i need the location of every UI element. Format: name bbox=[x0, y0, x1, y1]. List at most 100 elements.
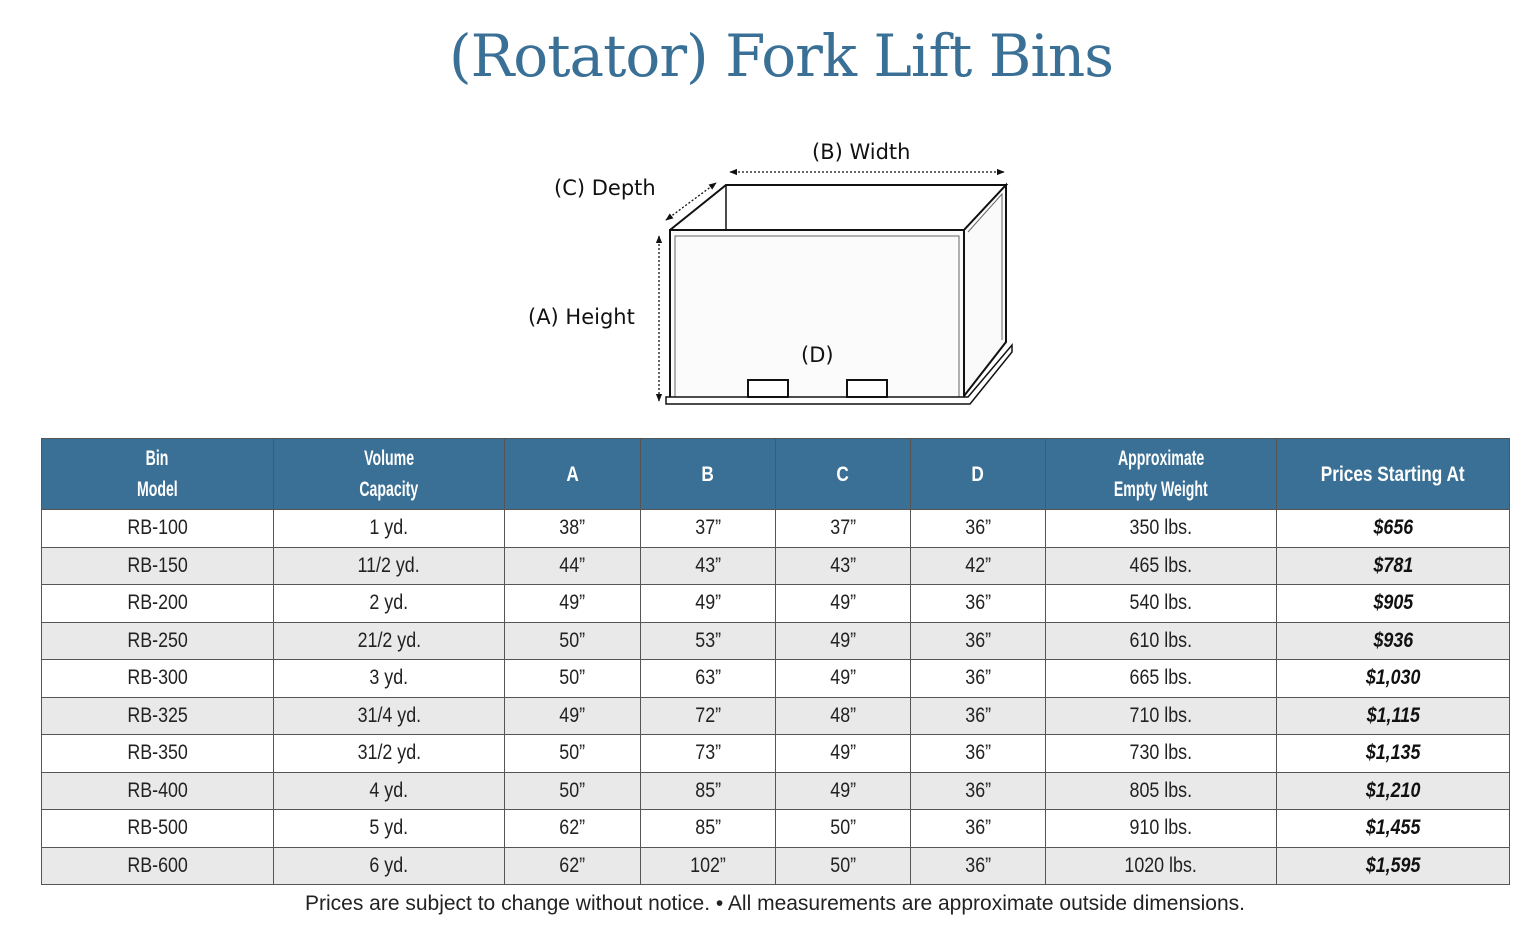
cell-d: 36” bbox=[910, 809, 1046, 848]
cell-model: RB-200 bbox=[41, 584, 274, 623]
cell-volume: 5 yd. bbox=[273, 809, 505, 848]
cell-weight: 1020 lbs. bbox=[1045, 846, 1277, 885]
cell-d: 36” bbox=[910, 584, 1046, 623]
cell-volume: 6 yd. bbox=[273, 846, 505, 885]
cell-d: 36” bbox=[910, 509, 1046, 548]
table-row: RB-200 2 yd. 49” 49” 49” 36” 540 lbs. $9… bbox=[41, 584, 1510, 623]
cell-model: RB-100 bbox=[41, 509, 274, 548]
cell-d: 36” bbox=[910, 659, 1046, 698]
cell-weight: 805 lbs. bbox=[1045, 771, 1277, 810]
cell-a: 62” bbox=[504, 809, 641, 848]
cell-a: 62” bbox=[504, 846, 641, 885]
cell-a: 50” bbox=[504, 771, 641, 810]
table-header-row: Bin Model Volume Capacity A B C D Approxim… bbox=[41, 438, 1510, 510]
cell-model: RB-600 bbox=[41, 846, 274, 885]
cell-price: $1,030 bbox=[1276, 659, 1510, 698]
header-b: B bbox=[640, 438, 776, 510]
cell-model: RB-150 bbox=[41, 546, 274, 585]
cell-weight: 910 lbs. bbox=[1045, 809, 1277, 848]
header-bin-model: Bin Model bbox=[41, 438, 274, 510]
cell-price: $1,115 bbox=[1276, 696, 1510, 735]
cell-b: 43” bbox=[640, 546, 776, 585]
cell-c: 49” bbox=[775, 734, 911, 773]
header-d: D bbox=[910, 438, 1046, 510]
cell-weight: 540 lbs. bbox=[1045, 584, 1277, 623]
cell-volume: 31/2 yd. bbox=[273, 734, 505, 773]
cell-price: $656 bbox=[1276, 509, 1510, 548]
cell-b: 63” bbox=[640, 659, 776, 698]
cell-weight: 350 lbs. bbox=[1045, 509, 1277, 548]
table-row: RB-600 6 yd. 62” 102” 50” 36” 1020 lbs. … bbox=[41, 846, 1510, 885]
table-row: RB-325 31/4 yd. 49” 72” 48” 36” 710 lbs.… bbox=[41, 696, 1510, 735]
cell-c: 49” bbox=[775, 584, 911, 623]
cell-weight: 730 lbs. bbox=[1045, 734, 1277, 773]
cell-b: 53” bbox=[640, 621, 776, 660]
cell-b: 37” bbox=[640, 509, 776, 548]
d-label: (D) bbox=[801, 343, 834, 367]
cell-price: $905 bbox=[1276, 584, 1510, 623]
cell-price: $1,455 bbox=[1276, 809, 1510, 848]
table-row: RB-500 5 yd. 62” 85” 50” 36” 910 lbs. $1… bbox=[41, 809, 1510, 848]
cell-a: 49” bbox=[504, 696, 641, 735]
cell-b: 49” bbox=[640, 584, 776, 623]
cell-c: 49” bbox=[775, 621, 911, 660]
cell-model: RB-250 bbox=[41, 621, 274, 660]
bin-specs-table: Bin Model Volume Capacity A B C D Approxim… bbox=[41, 438, 1510, 885]
footnote: Prices are subject to change without not… bbox=[304, 892, 1245, 915]
cell-d: 36” bbox=[910, 696, 1046, 735]
cell-volume: 1 yd. bbox=[273, 509, 505, 548]
cell-c: 48” bbox=[775, 696, 911, 735]
cell-a: 50” bbox=[504, 659, 641, 698]
cell-c: 37” bbox=[775, 509, 911, 548]
cell-d: 36” bbox=[910, 734, 1046, 773]
cell-model: RB-350 bbox=[41, 734, 274, 773]
cell-weight: 465 lbs. bbox=[1045, 546, 1277, 585]
cell-a: 50” bbox=[504, 621, 641, 660]
cell-price: $781 bbox=[1276, 546, 1510, 585]
table-row: RB-400 4 yd. 50” 85” 49” 36” 805 lbs. $1… bbox=[41, 771, 1510, 810]
cell-d: 42” bbox=[910, 546, 1046, 585]
cell-c: 49” bbox=[775, 771, 911, 810]
cell-c: 50” bbox=[775, 846, 911, 885]
table-row: RB-150 11/2 yd. 44” 43” 43” 42” 465 lbs.… bbox=[41, 546, 1510, 585]
cell-weight: 710 lbs. bbox=[1045, 696, 1277, 735]
cell-volume: 21/2 yd. bbox=[273, 621, 505, 660]
table-row: RB-100 1 yd. 38” 37” 37” 36” 350 lbs. $6… bbox=[41, 509, 1510, 548]
cell-a: 38” bbox=[504, 509, 641, 548]
height-label: (A) Height bbox=[528, 305, 635, 329]
cell-weight: 610 lbs. bbox=[1045, 621, 1277, 660]
cell-b: 85” bbox=[640, 809, 776, 848]
header-volume-capacity: Volume Capacity bbox=[273, 438, 505, 510]
cell-model: RB-300 bbox=[41, 659, 274, 698]
cell-d: 36” bbox=[910, 621, 1046, 660]
width-label: (B) Width bbox=[812, 140, 911, 164]
page-title: (Rotator) Fork Lift Bins bbox=[449, 22, 1114, 90]
cell-d: 36” bbox=[910, 846, 1046, 885]
header-a: A bbox=[504, 438, 641, 510]
cell-model: RB-400 bbox=[41, 771, 274, 810]
cell-volume: 3 yd. bbox=[273, 659, 505, 698]
cell-price: $1,135 bbox=[1276, 734, 1510, 773]
cell-c: 43” bbox=[775, 546, 911, 585]
cell-model: RB-325 bbox=[41, 696, 274, 735]
cell-model: RB-500 bbox=[41, 809, 274, 848]
cell-price: $1,595 bbox=[1276, 846, 1510, 885]
table-row: RB-250 21/2 yd. 50” 53” 49” 36” 610 lbs.… bbox=[41, 621, 1510, 660]
depth-label: (C) Depth bbox=[554, 176, 656, 200]
cell-b: 73” bbox=[640, 734, 776, 773]
cell-volume: 2 yd. bbox=[273, 584, 505, 623]
cell-a: 50” bbox=[504, 734, 641, 773]
cell-b: 85” bbox=[640, 771, 776, 810]
cell-price: $936 bbox=[1276, 621, 1510, 660]
cell-b: 102” bbox=[640, 846, 776, 885]
header-empty-weight: Approximate Empty Weight bbox=[1045, 438, 1277, 510]
bin-outline-icon bbox=[655, 168, 1013, 405]
header-c: C bbox=[775, 438, 911, 510]
cell-d: 36” bbox=[910, 771, 1046, 810]
cell-volume: 11/2 yd. bbox=[273, 546, 505, 585]
cell-c: 50” bbox=[775, 809, 911, 848]
cell-a: 44” bbox=[504, 546, 641, 585]
cell-b: 72” bbox=[640, 696, 776, 735]
bin-dimension-diagram: (B) Width (C) Depth (A) Height (D) bbox=[0, 0, 1536, 420]
table-row: RB-350 31/2 yd. 50” 73” 49” 36” 730 lbs.… bbox=[41, 734, 1510, 773]
